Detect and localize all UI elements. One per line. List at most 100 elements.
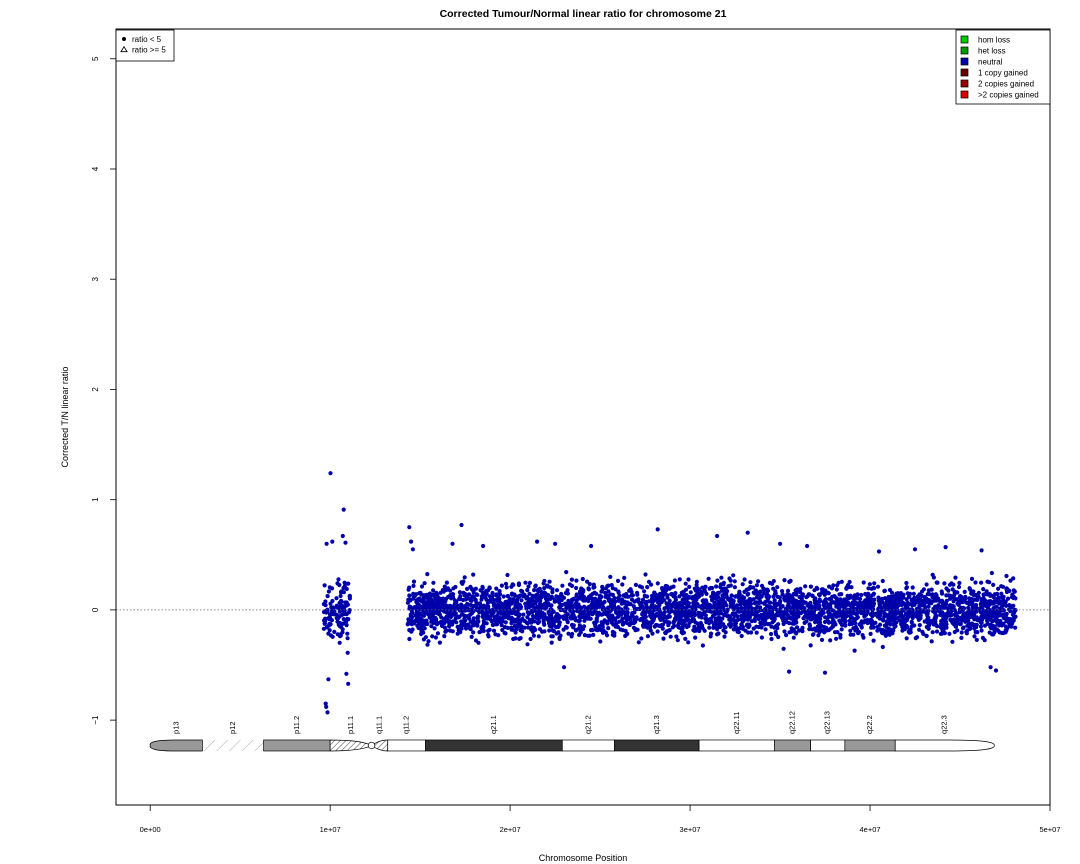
data-point bbox=[769, 636, 774, 642]
data-point bbox=[671, 619, 676, 624]
data-point bbox=[796, 628, 802, 633]
data-point bbox=[904, 586, 909, 591]
data-point bbox=[948, 603, 953, 608]
data-point bbox=[987, 592, 992, 597]
data-point bbox=[433, 594, 438, 599]
data-point bbox=[341, 585, 346, 591]
data-point bbox=[438, 596, 443, 602]
data-point bbox=[334, 596, 339, 601]
data-point bbox=[959, 616, 964, 621]
data-point bbox=[561, 627, 566, 632]
data-point bbox=[498, 592, 503, 597]
data-point bbox=[940, 591, 945, 596]
data-point bbox=[705, 608, 710, 613]
y-tick-label: −1 bbox=[91, 715, 100, 725]
data-point-outlier bbox=[328, 471, 333, 476]
data-point bbox=[875, 628, 880, 633]
data-point bbox=[803, 584, 808, 589]
data-point bbox=[536, 634, 541, 639]
data-point bbox=[466, 608, 471, 613]
data-point bbox=[649, 582, 654, 587]
data-point bbox=[785, 603, 790, 609]
data-point bbox=[448, 628, 453, 633]
data-point bbox=[865, 605, 870, 610]
data-point bbox=[668, 602, 673, 607]
data-point bbox=[848, 593, 853, 598]
data-point bbox=[325, 594, 330, 599]
data-point bbox=[822, 592, 827, 597]
data-point bbox=[642, 611, 648, 616]
data-point bbox=[454, 620, 459, 625]
data-point bbox=[758, 608, 763, 613]
data-point bbox=[840, 615, 846, 620]
y-tick-label: 0 bbox=[91, 607, 100, 612]
data-point bbox=[759, 621, 764, 626]
data-point bbox=[516, 582, 522, 588]
data-point bbox=[907, 628, 912, 633]
data-point bbox=[700, 643, 706, 648]
data-point bbox=[730, 612, 735, 617]
data-point bbox=[835, 610, 840, 615]
data-point bbox=[470, 618, 475, 624]
data-point bbox=[479, 625, 484, 631]
data-point bbox=[756, 616, 761, 622]
data-point bbox=[890, 597, 895, 602]
data-point bbox=[625, 607, 630, 612]
data-point bbox=[545, 583, 550, 588]
data-point bbox=[749, 619, 754, 624]
data-point bbox=[773, 603, 778, 608]
data-point bbox=[991, 601, 996, 606]
data-point bbox=[909, 597, 915, 602]
data-point bbox=[605, 621, 610, 626]
data-point bbox=[739, 622, 744, 627]
data-point bbox=[888, 622, 893, 627]
data-point bbox=[979, 580, 984, 585]
data-point bbox=[527, 617, 532, 623]
data-point bbox=[828, 638, 833, 643]
data-point bbox=[484, 588, 489, 593]
data-point bbox=[688, 612, 693, 618]
data-point bbox=[855, 592, 860, 597]
data-point bbox=[683, 587, 689, 592]
data-point bbox=[646, 579, 652, 584]
data-point bbox=[1000, 584, 1006, 589]
data-point-outlier bbox=[323, 701, 328, 706]
data-point bbox=[560, 583, 565, 588]
data-point bbox=[884, 619, 890, 624]
data-point bbox=[848, 628, 853, 633]
data-point bbox=[958, 621, 963, 626]
data-point bbox=[682, 619, 688, 624]
data-point bbox=[681, 624, 686, 629]
data-point bbox=[959, 635, 964, 641]
data-point bbox=[1003, 613, 1009, 618]
data-point bbox=[1012, 589, 1017, 594]
data-point bbox=[934, 580, 940, 585]
data-point bbox=[819, 623, 824, 628]
data-point bbox=[461, 579, 466, 584]
legend-color-swatch bbox=[960, 79, 969, 88]
data-point bbox=[882, 589, 887, 594]
data-point bbox=[700, 585, 705, 590]
data-point bbox=[780, 592, 785, 597]
data-point bbox=[636, 597, 641, 602]
data-point bbox=[947, 582, 953, 587]
data-point bbox=[649, 615, 654, 620]
data-point bbox=[969, 576, 975, 582]
data-point bbox=[489, 612, 494, 617]
data-point bbox=[781, 646, 786, 651]
data-point bbox=[431, 588, 436, 593]
data-point bbox=[328, 601, 333, 606]
data-point bbox=[930, 630, 935, 635]
data-point bbox=[557, 605, 562, 610]
data-point bbox=[764, 603, 769, 608]
data-point bbox=[955, 628, 960, 633]
data-point bbox=[514, 627, 519, 632]
data-point bbox=[347, 594, 352, 599]
data-point bbox=[882, 602, 888, 608]
data-point bbox=[683, 636, 688, 642]
data-point bbox=[660, 622, 666, 627]
data-point bbox=[565, 612, 570, 617]
data-point bbox=[410, 615, 415, 620]
data-point bbox=[973, 592, 979, 598]
data-point bbox=[988, 622, 993, 627]
